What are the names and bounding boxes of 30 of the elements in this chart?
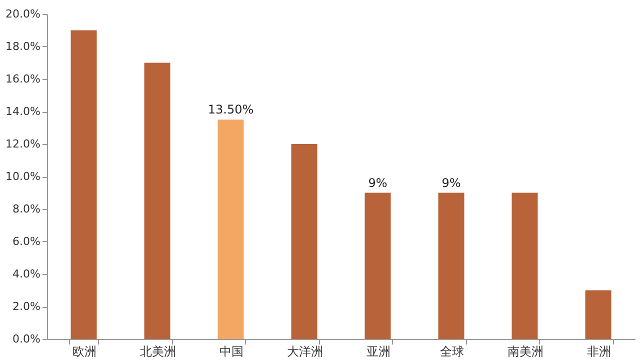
bar: [218, 120, 244, 339]
y-tick-label: 8.0%: [12, 202, 40, 216]
y-tick-label: 14.0%: [6, 105, 40, 118]
bar: [70, 30, 97, 339]
y-tick-label: 12.0%: [6, 138, 40, 150]
y-tick-label: 20.0%: [6, 8, 40, 20]
data-label: 13.50%: [208, 102, 254, 117]
x-tick-label: 中国: [219, 344, 244, 358]
data-label: 9%: [442, 176, 461, 190]
x-tick-label: 全球: [440, 344, 464, 358]
x-tick-label: 亚洲: [366, 344, 390, 358]
data-label: 9%: [368, 176, 388, 190]
bar: [291, 144, 318, 339]
y-tick-label: 10.0%: [6, 170, 40, 183]
y-tick-label: 6.0%: [12, 235, 40, 248]
y-tick-label: 16.0%: [6, 72, 40, 86]
bar: [144, 62, 170, 339]
x-tick-label: 南美洲: [507, 344, 544, 358]
x-tick-label: 北美洲: [140, 344, 176, 358]
bar: [512, 192, 538, 339]
x-tick-label: 非洲: [586, 344, 611, 358]
y-tick-label: 0.0%: [12, 332, 40, 346]
bar: [585, 290, 612, 339]
x-tick-label: 欧洲: [72, 344, 96, 358]
y-tick-label: 18.0%: [6, 40, 40, 53]
x-tick-label: 大洋洲: [286, 344, 323, 358]
bar: [364, 192, 391, 339]
y-tick-label: 4.0%: [12, 268, 40, 280]
bar: [438, 192, 464, 339]
y-tick-label: 2.0%: [12, 300, 40, 313]
